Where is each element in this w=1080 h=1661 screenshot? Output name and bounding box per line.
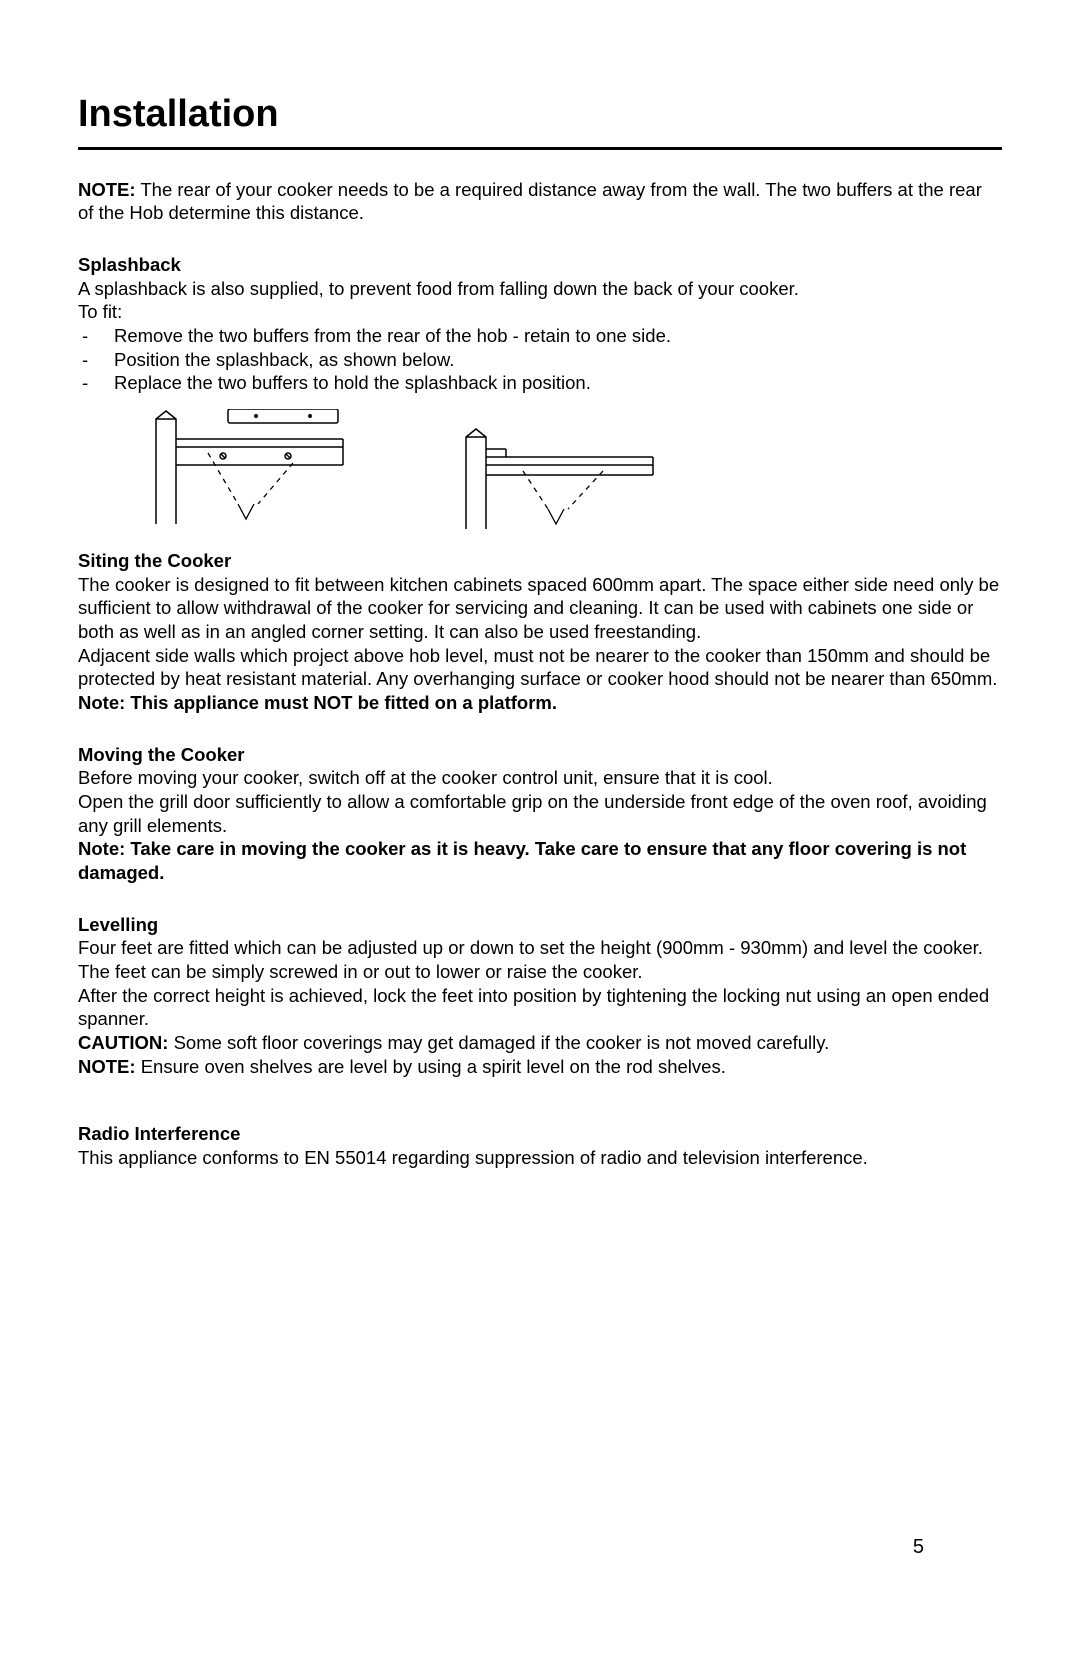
list-item: Replace the two buffers to hold the spla… xyxy=(78,371,1002,395)
splashback-diagram-right xyxy=(428,409,658,539)
splashback-diagram-left xyxy=(118,409,348,539)
levelling-note-text: Ensure oven shelves are level by using a… xyxy=(136,1056,726,1077)
moving-note: Note: Take care in moving the cooker as … xyxy=(78,837,1002,884)
splashback-body: A splashback is also supplied, to preven… xyxy=(78,277,1002,301)
moving-p2: Open the grill door sufficiently to allo… xyxy=(78,790,1002,837)
heading-splashback: Splashback xyxy=(78,253,1002,277)
levelling-p1: Four feet are fitted which can be adjust… xyxy=(78,936,1002,960)
heading-siting: Siting the Cooker xyxy=(78,549,1002,573)
moving-p1: Before moving your cooker, switch off at… xyxy=(78,766,1002,790)
page-number: 5 xyxy=(913,1535,924,1561)
siting-p2: Adjacent side walls which project above … xyxy=(78,644,1002,691)
heading-radio: Radio Interference xyxy=(78,1122,1002,1146)
list-item: Remove the two buffers from the rear of … xyxy=(78,324,1002,348)
intro-note: NOTE: The rear of your cooker needs to b… xyxy=(78,178,1002,225)
page-title: Installation xyxy=(78,90,1002,139)
splashback-tofit: To fit: xyxy=(78,300,1002,324)
siting-note: Note: This appliance must NOT be fitted … xyxy=(78,691,1002,715)
levelling-note: NOTE: Ensure oven shelves are level by u… xyxy=(78,1055,1002,1079)
splashback-list: Remove the two buffers from the rear of … xyxy=(78,324,1002,395)
diagram-row xyxy=(118,409,1002,539)
levelling-caution-label: CAUTION: xyxy=(78,1032,168,1053)
levelling-note-label: NOTE: xyxy=(78,1056,136,1077)
intro-note-text: The rear of your cooker needs to be a re… xyxy=(78,179,982,224)
levelling-p2: The feet can be simply screwed in or out… xyxy=(78,960,1002,984)
levelling-p3: After the correct height is achieved, lo… xyxy=(78,984,1002,1031)
list-item: Position the splashback, as shown below. xyxy=(78,348,1002,372)
title-rule xyxy=(78,147,1002,150)
heading-levelling: Levelling xyxy=(78,913,1002,937)
siting-p1: The cooker is designed to fit between ki… xyxy=(78,573,1002,644)
radio-body: This appliance conforms to EN 55014 rega… xyxy=(78,1146,1002,1170)
levelling-caution: CAUTION: Some soft floor coverings may g… xyxy=(78,1031,1002,1055)
intro-note-label: NOTE: xyxy=(78,179,136,200)
heading-moving: Moving the Cooker xyxy=(78,743,1002,767)
levelling-caution-text: Some soft floor coverings may get damage… xyxy=(168,1032,829,1053)
